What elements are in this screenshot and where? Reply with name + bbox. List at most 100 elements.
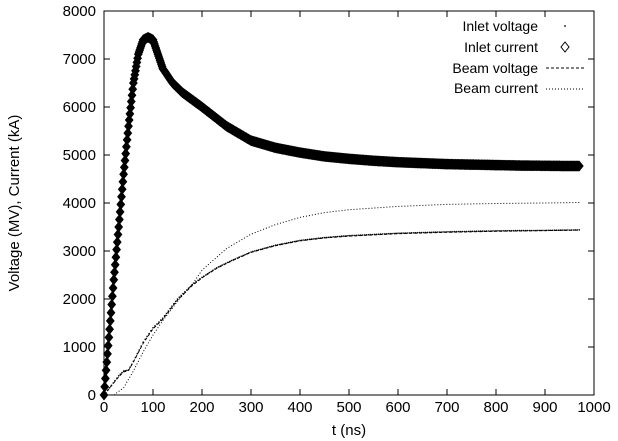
y-tick-label: 3000	[63, 243, 96, 260]
data-point	[100, 381, 110, 393]
data-point	[109, 274, 119, 286]
data-point	[114, 221, 124, 233]
data-point	[240, 255, 242, 258]
data-point	[422, 231, 425, 234]
x-tick-label: 700	[434, 399, 459, 416]
data-point	[111, 251, 121, 263]
x-tick-label: 800	[483, 399, 508, 416]
data-point	[397, 232, 399, 234]
data-point	[208, 271, 211, 274]
x-tick-label: 600	[385, 399, 410, 416]
data-point	[107, 299, 117, 310]
x-tick-label: 500	[336, 399, 361, 416]
x-tick-label: 200	[189, 399, 214, 416]
data-point	[574, 160, 584, 172]
y-tick-label: 0	[88, 387, 96, 404]
data-point	[113, 229, 123, 240]
data-point	[318, 237, 320, 239]
data-point	[126, 369, 128, 372]
data-point	[361, 234, 364, 236]
data-point	[452, 230, 454, 233]
y-tick-label: 1000	[63, 339, 96, 356]
data-point	[174, 300, 177, 303]
data-point	[112, 236, 122, 248]
x-tick-label: 400	[287, 399, 312, 416]
data-point	[303, 239, 305, 241]
data-point	[165, 312, 168, 315]
data-point	[156, 323, 158, 325]
data-point	[116, 198, 126, 210]
data-point	[110, 259, 120, 271]
data-point	[336, 235, 339, 238]
data-point	[230, 259, 233, 262]
series-layer	[99, 31, 584, 401]
data-point	[115, 206, 125, 218]
data-point	[104, 331, 114, 343]
data-point	[551, 229, 554, 232]
data-point	[352, 234, 354, 237]
data-point	[278, 243, 281, 246]
data-point	[221, 264, 223, 266]
data-point	[312, 238, 315, 240]
y-tick-label: 6000	[63, 99, 96, 116]
data-point	[226, 261, 229, 264]
y-tick-label: 8000	[63, 3, 96, 20]
data-point	[432, 231, 435, 233]
data-point	[117, 183, 127, 195]
data-point	[119, 161, 129, 173]
data-point	[377, 233, 380, 235]
legend-label-inlet-voltage: Inlet voltage	[463, 18, 539, 34]
x-tick-label: 900	[532, 399, 557, 416]
data-point	[297, 240, 299, 242]
legend: Inlet voltage Inlet current Beam voltage…	[452, 18, 584, 96]
legend-label-beam-voltage: Beam voltage	[452, 60, 538, 76]
series-beam-voltage	[103, 229, 580, 396]
data-point	[118, 176, 128, 188]
data-point	[146, 335, 148, 338]
data-point	[171, 305, 173, 308]
y-axis-ticks: 0 1000 2000 3000 4000 5000 6000 7000 8000	[63, 3, 594, 404]
data-point	[129, 366, 131, 369]
data-point	[487, 230, 490, 232]
data-point	[121, 371, 123, 374]
data-point	[467, 230, 470, 233]
x-tick-label: 300	[238, 399, 263, 416]
data-point	[117, 375, 120, 377]
legend-label-inlet-current: Inlet current	[464, 39, 538, 55]
data-point	[108, 282, 118, 294]
data-point	[578, 229, 581, 231]
x-tick-label: 0	[100, 399, 108, 416]
data-point	[136, 352, 139, 355]
legend-marker-inlet-voltage	[564, 25, 566, 27]
data-point	[272, 245, 275, 247]
data-point	[461, 230, 464, 233]
data-point	[123, 127, 133, 139]
legend-marker-inlet-current	[560, 41, 570, 53]
data-point	[106, 307, 116, 319]
data-point	[244, 253, 246, 256]
data-point	[114, 379, 116, 382]
data-point	[477, 230, 480, 232]
y-axis-label: Voltage (MV), Current (kA)	[6, 115, 23, 292]
data-point	[108, 387, 111, 389]
data-point	[112, 244, 121, 256]
data-point	[522, 229, 525, 232]
y-tick-label: 2000	[63, 291, 96, 308]
data-point	[178, 296, 181, 299]
data-point	[110, 266, 119, 278]
series-inlet-voltage	[103, 229, 581, 396]
series-line	[103, 229, 580, 396]
x-axis-ticks: 0 100 200 300 400 500 600 700 800 900 1000	[100, 11, 611, 416]
data-point	[542, 229, 544, 232]
data-point	[407, 232, 409, 234]
data-point	[204, 274, 207, 276]
data-point	[103, 340, 113, 352]
data-point	[121, 148, 131, 160]
y-tick-label: 4000	[63, 195, 96, 212]
data-point	[557, 229, 560, 231]
data-point	[327, 236, 330, 239]
data-point	[122, 134, 132, 146]
y-tick-label: 7000	[63, 51, 96, 68]
data-point	[507, 229, 509, 232]
